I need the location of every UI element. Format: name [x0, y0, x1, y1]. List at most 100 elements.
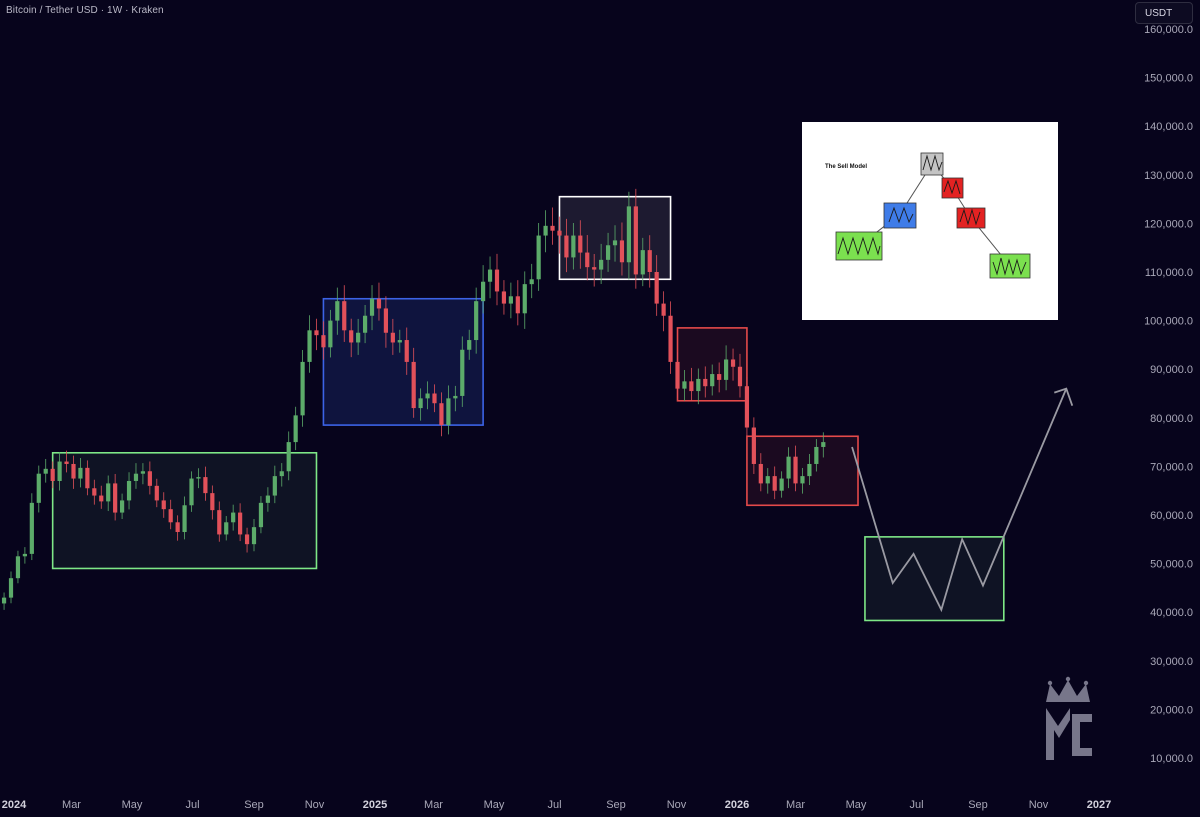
candle-body: [758, 463, 763, 484]
candle-body: [251, 527, 257, 545]
x-tick-label: May: [122, 799, 143, 811]
candle-body: [501, 291, 507, 304]
candle-body: [71, 463, 76, 479]
candle-body: [140, 471, 146, 474]
y-tick-label: 80,000.0: [1150, 413, 1193, 425]
x-tick-label: Mar: [786, 799, 805, 811]
candle-body: [182, 505, 187, 533]
candle-body: [481, 281, 486, 302]
candle-body: [113, 483, 118, 513]
candle-body: [99, 495, 104, 502]
candle-body: [293, 415, 298, 443]
projection-path: [851, 388, 1068, 613]
candle-body: [390, 332, 395, 343]
x-tick-label: Nov: [667, 799, 687, 811]
candle-body: [821, 442, 826, 447]
candle-body: [522, 284, 527, 314]
candle-body: [612, 240, 618, 246]
symbol-title: Bitcoin / Tether USD · 1W · Kraken: [6, 5, 164, 16]
candle-body: [654, 272, 659, 304]
range-box-blue-1: [322, 297, 484, 426]
candle-body: [238, 512, 243, 535]
candle-body: [133, 473, 139, 481]
candle-body: [154, 485, 159, 501]
candle-body: [362, 315, 368, 333]
candle-body: [147, 471, 152, 486]
y-tick-label: 110,000.0: [1145, 267, 1193, 279]
candle-body: [557, 230, 562, 236]
x-tick-label: Mar: [424, 799, 443, 811]
candle-body: [286, 442, 291, 472]
candle-body: [668, 315, 673, 362]
candle-body: [36, 473, 41, 503]
candle-body: [696, 378, 701, 392]
candle-body: [793, 456, 798, 484]
candle-body: [57, 461, 62, 481]
candle-body: [43, 468, 48, 474]
y-tick-label: 50,000.0: [1150, 559, 1193, 571]
y-tick-label: 10,000.0: [1150, 753, 1193, 765]
candle-body: [328, 320, 333, 348]
candle-body: [487, 269, 493, 282]
range-box-green-5: [864, 536, 1005, 622]
sell-model-inset: The Sell Model: [802, 122, 1058, 320]
candle-body: [737, 366, 743, 387]
candle-body: [432, 393, 437, 404]
candle-body: [647, 250, 652, 272]
candle-body: [244, 534, 250, 545]
candle-body: [92, 488, 97, 496]
candle-body: [675, 361, 680, 389]
x-tick-label: Sep: [968, 799, 988, 811]
inset-range-blue: [883, 202, 917, 229]
candle-body: [703, 378, 708, 387]
candle-body: [800, 476, 805, 484]
y-tick-label: 160,000.0: [1144, 24, 1193, 36]
candle-body: [751, 427, 756, 464]
candle-body: [307, 330, 312, 362]
y-tick-label: 150,000.0: [1144, 73, 1193, 85]
y-tick-label: 100,000.0: [1144, 316, 1193, 328]
candle-body: [592, 267, 597, 270]
candle-body: [217, 510, 222, 535]
candle-body: [1, 597, 7, 604]
candle-body: [314, 330, 319, 336]
y-tick-label: 140,000.0: [1144, 121, 1193, 133]
candle-body: [599, 259, 604, 270]
candle-body: [730, 359, 736, 367]
candle-body: [119, 500, 125, 513]
candle-body: [22, 553, 27, 557]
x-tick-label: May: [484, 799, 505, 811]
candle-body: [626, 206, 632, 263]
candle-body: [203, 477, 208, 494]
candle-body: [168, 509, 173, 523]
currency-button[interactable]: USDT: [1135, 2, 1193, 24]
candle-body: [564, 235, 569, 258]
candle-body: [640, 250, 645, 275]
candle-body: [515, 296, 520, 314]
candle-body: [508, 296, 513, 304]
candle-body: [585, 252, 590, 268]
candle-body: [710, 374, 715, 387]
candle-body: [411, 361, 416, 409]
candle-body: [258, 502, 264, 528]
candle-body: [78, 467, 83, 479]
candle-body: [342, 301, 347, 331]
candle-body: [682, 381, 687, 389]
candle-body: [279, 471, 284, 477]
candle-body: [106, 483, 111, 502]
y-tick-label: 30,000.0: [1150, 656, 1193, 668]
candle-body: [550, 225, 555, 231]
candle-body: [779, 478, 784, 491]
candle-body: [356, 332, 361, 343]
candle-body: [571, 235, 576, 258]
candle-body: [369, 298, 375, 316]
candle-body: [418, 398, 423, 409]
candle-body: [272, 476, 277, 496]
candle-body: [543, 225, 548, 236]
candle-body: [453, 395, 458, 399]
y-tick-label: 130,000.0: [1144, 170, 1193, 182]
candle-body: [265, 495, 270, 503]
candle-body: [29, 502, 34, 554]
